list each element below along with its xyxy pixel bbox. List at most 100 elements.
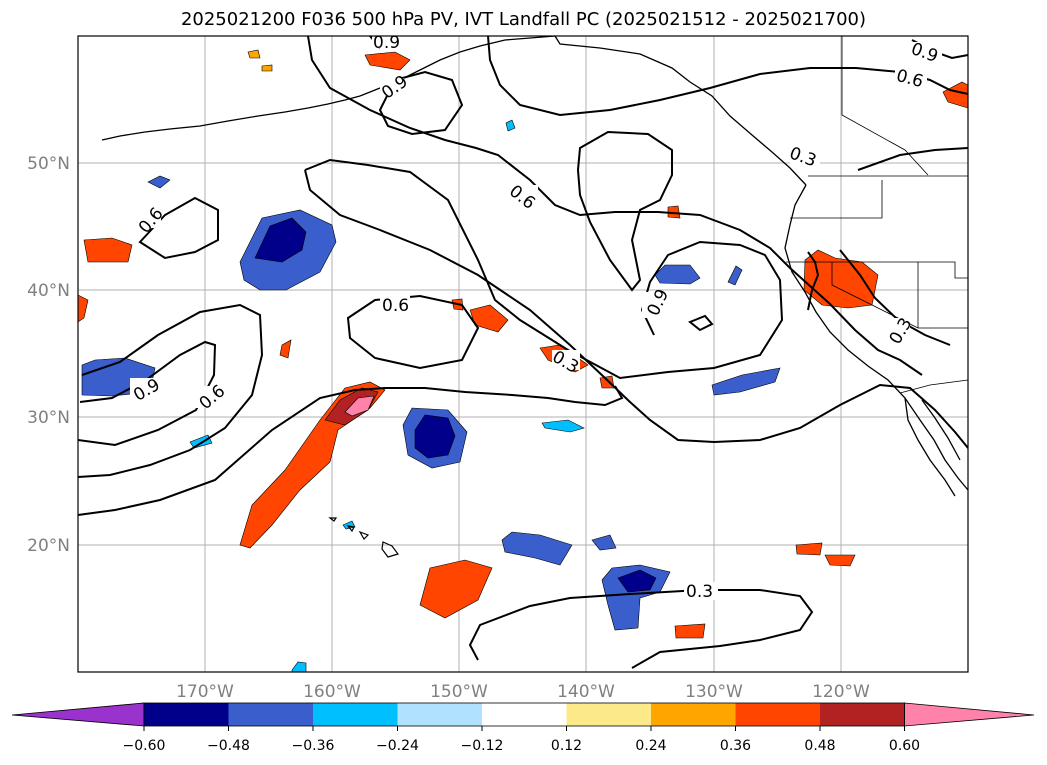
chart-title: 2025021200 F036 500 hPa PV, IVT Landfall…	[180, 9, 867, 30]
hawaii-island	[328, 517, 338, 522]
colorbar-tick-labels: −0.60 −0.48 −0.36 −0.24 −0.12 0.12 0.24 …	[123, 738, 921, 754]
gridlines	[78, 36, 968, 672]
pv-positive-region	[674, 623, 706, 639]
contour-line	[688, 314, 714, 332]
lat-label-40n: 40°N	[27, 281, 70, 301]
colorbar-tick-label: 0.24	[635, 738, 666, 754]
colorbar-ticks	[143, 726, 905, 731]
pv-moderate-negative-region	[505, 119, 516, 132]
colorbar-segment	[651, 703, 736, 726]
pv-negative-region	[727, 265, 743, 286]
lon-label-130w: 130°W	[685, 682, 743, 702]
colorbar-segment	[228, 703, 313, 726]
contour-line	[77, 385, 624, 516]
contour-line	[468, 589, 814, 669]
lon-label-170w: 170°W	[176, 682, 234, 702]
lon-label-120w: 120°W	[812, 682, 870, 702]
contour-line	[304, 169, 969, 449]
alaska-coast	[554, 35, 807, 186]
contour-line	[138, 196, 219, 260]
pv-positive-region	[824, 554, 856, 567]
washington-oregon-border	[790, 180, 883, 219]
pv-positive-region	[599, 375, 615, 389]
colorbar-tick-label: −0.36	[292, 738, 335, 754]
pv-negative-region	[147, 175, 171, 189]
pacific-northwest-coast	[784, 184, 969, 491]
oregon-california-border	[786, 261, 968, 279]
colorbar-tick-label: 0.12	[551, 738, 582, 754]
contour-line	[839, 249, 951, 346]
pv-moderate-negative-region	[291, 661, 307, 673]
hawaii-island-main	[381, 541, 399, 558]
colorbar-segment	[397, 703, 482, 726]
pv-moderate-negative-region	[541, 419, 585, 433]
colorbar-tick-label: 0.48	[804, 738, 835, 754]
contour-line	[307, 35, 923, 376]
borders	[786, 36, 969, 394]
colorbar: −0.60 −0.48 −0.36 −0.24 −0.12 0.12 0.24 …	[11, 702, 1035, 754]
colorbar-extend-high	[904, 702, 1035, 727]
pv-negative-region	[501, 531, 573, 566]
contour-line	[77, 303, 264, 478]
pv-moderate-negative-region	[189, 434, 213, 449]
contour-label: 0.3	[686, 582, 713, 602]
pv-positive-region	[77, 294, 89, 323]
colorbar-tick-label: −0.24	[376, 738, 419, 754]
lon-label-150w: 150°W	[430, 682, 488, 702]
colorbar-segment	[820, 703, 905, 726]
colorbar-tick-label: −0.12	[461, 738, 504, 754]
map-frame	[77, 35, 969, 673]
pv-strong-negative-region	[254, 217, 307, 263]
lon-label-160w: 160°W	[303, 682, 361, 702]
pv-positive-region	[364, 51, 411, 71]
pv-positive-region	[942, 81, 969, 109]
alaska-canada-border	[841, 36, 929, 176]
colorbar-segment	[482, 703, 567, 726]
colorbar-segment	[735, 703, 820, 726]
contour-line	[378, 70, 464, 136]
colorbar-segment	[566, 703, 651, 726]
contour-label: 0.6	[382, 296, 409, 316]
pv-positive-region	[803, 249, 879, 309]
colorbar-tick-label: 0.60	[889, 738, 920, 754]
colorbar-extend-low	[11, 702, 145, 727]
pv-positive-region	[83, 237, 133, 263]
lon-labels: 170°W 160°W 150°W 140°W 130°W 120°W	[176, 682, 870, 702]
baja-california	[904, 397, 956, 497]
pv-positive-region	[239, 381, 386, 549]
pv-strong-negative-region	[617, 569, 657, 593]
aleutian-islands	[101, 95, 361, 141]
lat-label-20n: 20°N	[27, 536, 70, 556]
lat-labels: 50°N 40°N 30°N 20°N	[27, 154, 70, 556]
pv-positive-region	[469, 304, 509, 333]
colorbar-segment	[313, 703, 398, 726]
contour-line	[576, 130, 673, 292]
hawaii-island	[358, 530, 370, 540]
colorbar-tick-label: 0.36	[720, 738, 751, 754]
colorbar-tick-label: −0.60	[123, 738, 166, 754]
pv-negative-region	[591, 534, 617, 551]
lon-label-140w: 140°W	[557, 682, 615, 702]
contour-line	[304, 158, 784, 380]
colorbar-outline	[143, 702, 905, 727]
pv-positive-region	[279, 339, 292, 359]
pv-negative-region	[654, 264, 701, 285]
pv-anomaly-fills	[77, 49, 969, 673]
pv-positive-region	[419, 559, 493, 619]
contour-line	[807, 251, 820, 311]
pv-negative-region	[711, 367, 781, 396]
hawaii-islands	[328, 517, 399, 558]
contour-label: 0.9	[373, 33, 400, 53]
pv-strong-negative-region	[414, 414, 456, 459]
colorbar-segment	[144, 703, 229, 726]
gulf-of-california-coast	[921, 399, 961, 461]
lat-label-30n: 30°N	[27, 408, 70, 428]
pv-positive-region	[795, 542, 823, 556]
hawaii-island	[346, 525, 355, 533]
us-mexico-border	[899, 379, 969, 394]
contour-line	[857, 147, 969, 171]
pv-peak-positive-region	[344, 395, 375, 417]
pv-weak-positive-region	[261, 64, 273, 72]
nevada-line	[831, 262, 968, 329]
